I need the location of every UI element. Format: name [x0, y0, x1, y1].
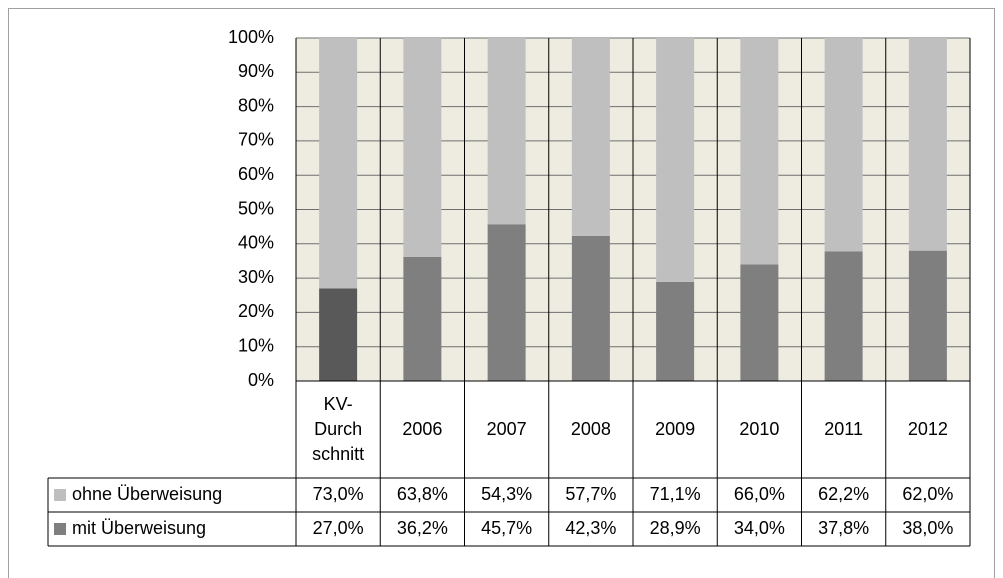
y-tick-label: 100% [228, 27, 274, 47]
bar [740, 38, 779, 265]
x-tick-label: 2011 [824, 419, 863, 439]
y-tick-label: 10% [238, 335, 274, 355]
table-value: 37,8% [818, 518, 869, 538]
x-tick-label-box: KV- Durch schnitt [312, 394, 365, 464]
x-tick-label-box: 2009 [655, 419, 696, 439]
table-value: 42,3% [565, 518, 616, 538]
bar [487, 224, 526, 381]
y-tick-label: 40% [238, 233, 274, 253]
bar [908, 250, 947, 381]
table-value: 62,0% [902, 484, 953, 504]
x-tick-label-box: 2008 [570, 419, 611, 439]
x-tick-label: KV- Durch schnitt [312, 394, 365, 464]
table-value: 66,0% [734, 484, 785, 504]
x-tick-label-box: 2010 [739, 419, 780, 439]
y-tick-label: 50% [238, 198, 274, 218]
table-value: 62,2% [818, 484, 869, 504]
y-tick-label: 20% [238, 301, 274, 321]
table-value: 57,7% [565, 484, 616, 504]
x-tick-label-box: 2006 [402, 419, 443, 439]
bar [319, 288, 358, 381]
x-tick-label: 2006 [402, 419, 443, 439]
x-tick-label: 2012 [907, 419, 948, 439]
legend-key [54, 523, 66, 535]
legend-label: mit Überweisung [72, 518, 206, 538]
x-tick-label: 2007 [486, 419, 527, 439]
bar [487, 38, 526, 225]
y-tick-label: 80% [238, 95, 274, 115]
legend-key [54, 489, 66, 501]
chart-frame [8, 8, 995, 578]
table-value: 27,0% [313, 518, 364, 538]
bar [740, 264, 779, 381]
bar [656, 281, 695, 381]
table-value: 34,0% [734, 518, 785, 538]
y-tick-label: 30% [238, 267, 274, 287]
y-tick-label: 60% [238, 164, 274, 184]
table-value: 63,8% [397, 484, 448, 504]
y-tick-label: 0% [248, 370, 274, 390]
bar [403, 38, 442, 257]
x-tick-label-box: 2011 [824, 419, 863, 439]
table-value: 36,2% [397, 518, 448, 538]
table-value: 73,0% [313, 484, 364, 504]
bar [403, 256, 442, 381]
y-tick-label: 90% [238, 61, 274, 81]
table-value: 38,0% [902, 518, 953, 538]
table-value: 54,3% [481, 484, 532, 504]
bar [571, 38, 610, 236]
x-tick-label: 2009 [655, 419, 696, 439]
table-value: 71,1% [650, 484, 701, 504]
bar [571, 235, 610, 381]
table-value: 28,9% [650, 518, 701, 538]
x-tick-label-box: 2012 [907, 419, 948, 439]
bar [824, 251, 863, 381]
legend-label: ohne Überweisung [72, 484, 222, 504]
bar [908, 38, 947, 251]
bar [824, 38, 863, 252]
x-tick-label: 2010 [739, 419, 780, 439]
x-tick-label-box: 2007 [486, 419, 527, 439]
table-value: 45,7% [481, 518, 532, 538]
x-tick-label: 2008 [570, 419, 611, 439]
bar [656, 38, 695, 282]
y-tick-label: 70% [238, 130, 274, 150]
bar [319, 38, 358, 289]
